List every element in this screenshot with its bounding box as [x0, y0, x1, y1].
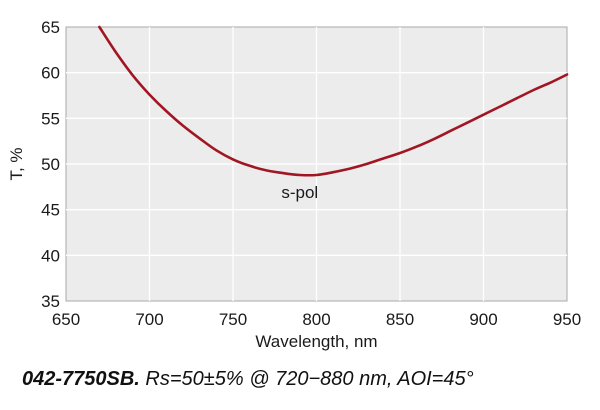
y-tick-label: 60 [41, 64, 60, 83]
product-spec: Rs=50±5% @ 720−880 nm, AOI=45° [139, 368, 474, 390]
y-tick-label: 65 [41, 18, 60, 37]
x-tick-label: 650 [52, 310, 80, 329]
x-tick-label: 950 [553, 310, 581, 329]
series-line-s-pol [98, 25, 569, 177]
y-tick-label: 35 [41, 292, 60, 311]
annotations: s-pol [281, 183, 318, 202]
x-tick-label: 850 [386, 310, 414, 329]
x-tick-label: 750 [219, 310, 247, 329]
grid-lines [66, 27, 567, 301]
y-tick-label: 45 [41, 201, 60, 220]
product-caption: 042-7750SB. Rs=50±5% @ 720−880 nm, AOI=4… [22, 368, 474, 391]
x-tick-label: 700 [135, 310, 163, 329]
product-model: 042-7750SB. [22, 368, 140, 390]
x-tick-label: 900 [469, 310, 497, 329]
tick-labels: 650 700 750 800 850 900 950 35 40 45 50 55 60 65 [41, 18, 581, 329]
y-tick-label: 40 [41, 246, 60, 265]
series-layer [98, 25, 569, 177]
x-tick-label: 800 [302, 310, 330, 329]
y-axis-title: T, % [7, 147, 26, 180]
y-tick-label: 50 [41, 155, 60, 174]
x-axis-title: Wavelength, nm [255, 332, 377, 351]
y-tick-label: 55 [41, 109, 60, 128]
series-annotation: s-pol [281, 183, 318, 202]
transmission-chart: 650 700 750 800 850 900 950 35 40 45 50 55 60 65 s-po… [7, 18, 581, 351]
